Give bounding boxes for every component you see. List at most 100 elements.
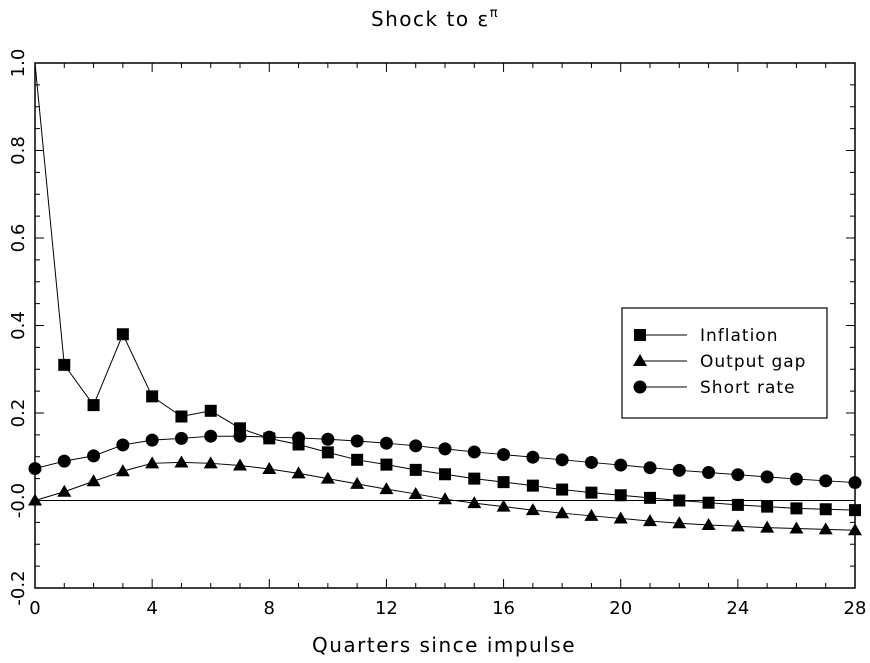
data-point-inflation [351,453,364,466]
data-point-output-gap [350,476,365,489]
data-point-inflation [644,491,656,504]
data-point-short-rate [57,454,71,468]
y-tick-label: -0.2 [8,570,29,605]
data-point-short-rate [672,463,686,477]
data-point-inflation [614,489,627,502]
legend-label-inflation: Inflation [700,326,778,346]
plot-area: 0 4 8 12 16 20 24 28 -0.2 -0.0 0.2 0.4 0.6 0.8 1.0 Infl… [8,49,866,619]
data-point-inflation [116,328,129,341]
data-point-inflation [321,446,334,459]
data-point-output-gap [408,486,423,499]
data-point-output-gap [467,496,482,509]
y-tick-label: 0.2 [8,399,29,428]
x-tick-label: 4 [146,598,157,619]
data-point-inflation [790,502,803,515]
data-point-short-rate [233,429,247,443]
data-point-output-gap [320,471,335,484]
data-point-short-rate [379,436,393,450]
legend-marker-output-gap [633,354,647,366]
data-point-short-rate [789,472,803,486]
data-point-output-gap [28,493,42,506]
data-point-output-gap [145,456,160,469]
data-point-output-gap [818,522,833,535]
legend-box [621,307,828,419]
data-point-short-rate [28,462,42,476]
x-tick-label: 28 [844,598,867,619]
data-point-short-rate [174,431,188,445]
chart-title: Shock to επ [371,6,499,31]
data-point-inflation [175,410,188,423]
data-point-short-rate [731,468,745,482]
data-point-inflation [819,503,832,516]
data-point-short-rate [350,434,364,448]
legend-label-short-rate: Short rate [700,378,796,398]
data-point-output-gap [613,511,628,524]
chart-title-main: Shock to ε [371,7,490,31]
data-point-short-rate [819,474,833,488]
data-point-inflation [409,463,422,476]
data-point-short-rate [145,433,159,447]
legend-marker-inflation [634,329,646,341]
data-point-inflation [497,476,510,489]
data-point-inflation [380,458,393,471]
data-point-output-gap [730,519,745,532]
data-point-short-rate [87,449,101,463]
data-point-output-gap [760,520,775,533]
data-point-inflation [702,496,715,509]
data-point-inflation [585,486,598,499]
data-point-short-rate [614,458,628,472]
data-point-output-gap [525,503,540,516]
data-point-short-rate [204,429,218,443]
data-point-output-gap [115,464,130,477]
data-point-output-gap [496,499,511,512]
data-point-short-rate [409,439,423,453]
data-point-inflation [204,404,217,417]
data-point-output-gap [233,458,247,471]
data-point-short-rate [467,445,481,459]
data-point-inflation [87,399,100,412]
data-point-short-rate [702,466,716,479]
data-point-output-gap [555,506,570,519]
data-point-output-gap [438,492,452,505]
data-point-inflation [761,500,774,513]
data-point-inflation [556,483,569,496]
data-point-output-gap [643,514,657,527]
data-point-output-gap [291,466,306,479]
data-point-short-rate [116,438,130,452]
x-tick-label: 16 [492,598,515,619]
y-tick-label: 1.0 [8,49,29,78]
legend-marker-short-rate [633,380,647,394]
data-point-inflation [439,468,451,481]
data-point-short-rate [497,448,511,462]
data-point-inflation [146,390,159,403]
x-tick-label: 0 [29,598,40,619]
data-point-short-rate [760,470,774,484]
data-point-output-gap [203,456,218,469]
data-point-short-rate [643,461,657,475]
y-tick-label: 0.4 [8,311,29,340]
y-tick-label: -0.0 [8,483,29,518]
data-point-short-rate [526,450,540,464]
legend-label-output-gap: Output gap [700,352,806,372]
y-tick-label: 0.6 [8,224,29,253]
data-point-short-rate [292,431,306,445]
data-point-output-gap [848,523,862,536]
data-point-output-gap [262,462,277,474]
x-tick-label: 8 [264,598,275,619]
data-point-inflation [468,472,481,485]
y-tick-label: 0.8 [8,136,29,165]
chart-title-superscript: π [490,6,499,21]
data-point-output-gap [584,508,599,521]
data-point-short-rate [321,432,335,446]
data-point-short-rate [438,442,452,456]
data-point-inflation [58,358,71,371]
x-tick-label: 24 [726,598,749,619]
data-point-short-rate [262,430,276,444]
data-point-output-gap [789,521,804,534]
data-point-short-rate [584,455,598,469]
data-point-output-gap [701,518,716,530]
data-point-short-rate [555,453,569,467]
data-point-inflation [849,504,861,517]
data-point-output-gap [86,474,101,487]
